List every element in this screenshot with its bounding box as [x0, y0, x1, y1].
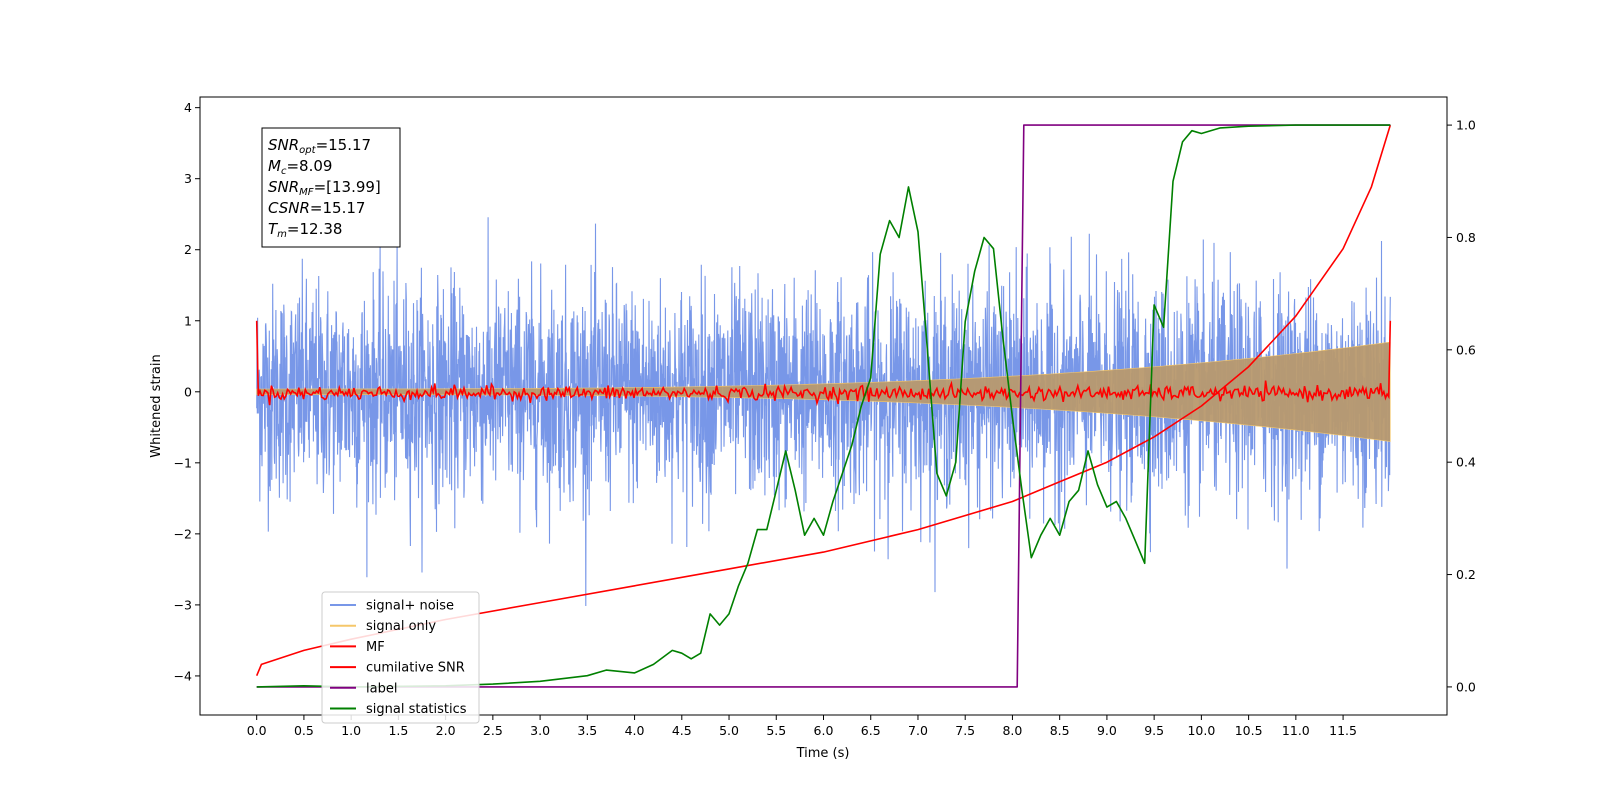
annotation-mc: Mc=8.09 [268, 157, 332, 177]
x-tick-label: 2.5 [483, 723, 503, 738]
x-tick-label: 7.0 [908, 723, 928, 738]
x-axis-label: Time (s) [796, 746, 850, 761]
legend-frame [321, 591, 480, 724]
y-left-tick-label: 4 [184, 100, 192, 115]
x-tick-label: 10.5 [1235, 723, 1263, 738]
annotation-box: SNRopt=15.17 Mc=8.09 SNRMF=[13.99] CSNR=… [261, 127, 401, 248]
x-tick-label: 3.5 [577, 723, 597, 738]
x-tick-label: 9.0 [1097, 723, 1117, 738]
x-tick-label: 4.5 [672, 723, 692, 738]
legend-label: cumilative SNR [366, 661, 465, 676]
legend-label: MF [366, 640, 385, 655]
y-left-tick-label: −2 [174, 526, 192, 541]
x-tick-label: 6.0 [814, 723, 834, 738]
x-tick-label: 11.0 [1282, 723, 1310, 738]
series-mf [255, 320, 1392, 407]
x-tick-label: 1.5 [388, 723, 408, 738]
x-tick-label: 1.0 [341, 723, 361, 738]
legend-label: signal only [366, 619, 436, 634]
x-tick-label: 11.5 [1329, 723, 1357, 738]
x-tick-label: 8.5 [1050, 723, 1070, 738]
x-tick-label: 4.0 [625, 723, 645, 738]
x-tick-label: 3.0 [530, 723, 550, 738]
y-left-tick-label: 0 [184, 384, 192, 399]
legend-label: signal+ noise [366, 599, 454, 614]
x-tick-label: 0.0 [247, 723, 267, 738]
y-left-tick-label: −1 [174, 455, 192, 470]
y-left-tick-label: 3 [184, 171, 192, 186]
y-right-tick-label: 0.4 [1456, 455, 1476, 470]
x-tick-label: 6.5 [861, 723, 881, 738]
x-tick-label: 0.5 [294, 723, 314, 738]
x-tick-label: 10.0 [1187, 723, 1215, 738]
annotation-snr-opt: SNRopt=15.17 [268, 136, 371, 156]
legend-label: label [366, 681, 397, 696]
x-tick-label: 2.0 [436, 723, 456, 738]
x-tick-label: 5.0 [719, 723, 739, 738]
y-right-tick-label: 1.0 [1456, 118, 1476, 133]
y-right-tick-label: 0.6 [1456, 342, 1476, 357]
series-label [256, 124, 1391, 688]
y-left-tick-label: 2 [184, 242, 192, 257]
x-tick-label: 9.5 [1144, 723, 1164, 738]
x-tick-label: 7.5 [955, 723, 975, 738]
x-tick-label: 8.0 [1002, 723, 1022, 738]
y-right-tick-label: 0.0 [1456, 679, 1476, 694]
y-right-tick-label: 0.2 [1456, 567, 1476, 582]
x-tick-label: 5.5 [766, 723, 786, 738]
annotation-snr-mf: SNRMF=[13.99] [268, 178, 381, 198]
y-left-tick-label: −4 [174, 668, 192, 683]
legend: signal+ noise signal only MF cumilative SNR… [321, 591, 480, 724]
series-signal-statistics [256, 124, 1391, 688]
annotation-tm: Tm=12.38 [268, 220, 342, 240]
legend-label: signal statistics [366, 702, 467, 717]
annotation-csnr: CSNR=15.17 [268, 199, 365, 217]
y-left-tick-label: −3 [174, 597, 192, 612]
y-axis-label: Whitened strain [149, 354, 164, 457]
y-right-tick-label: 0.8 [1456, 230, 1476, 245]
y-left-tick-label: 1 [184, 313, 192, 328]
